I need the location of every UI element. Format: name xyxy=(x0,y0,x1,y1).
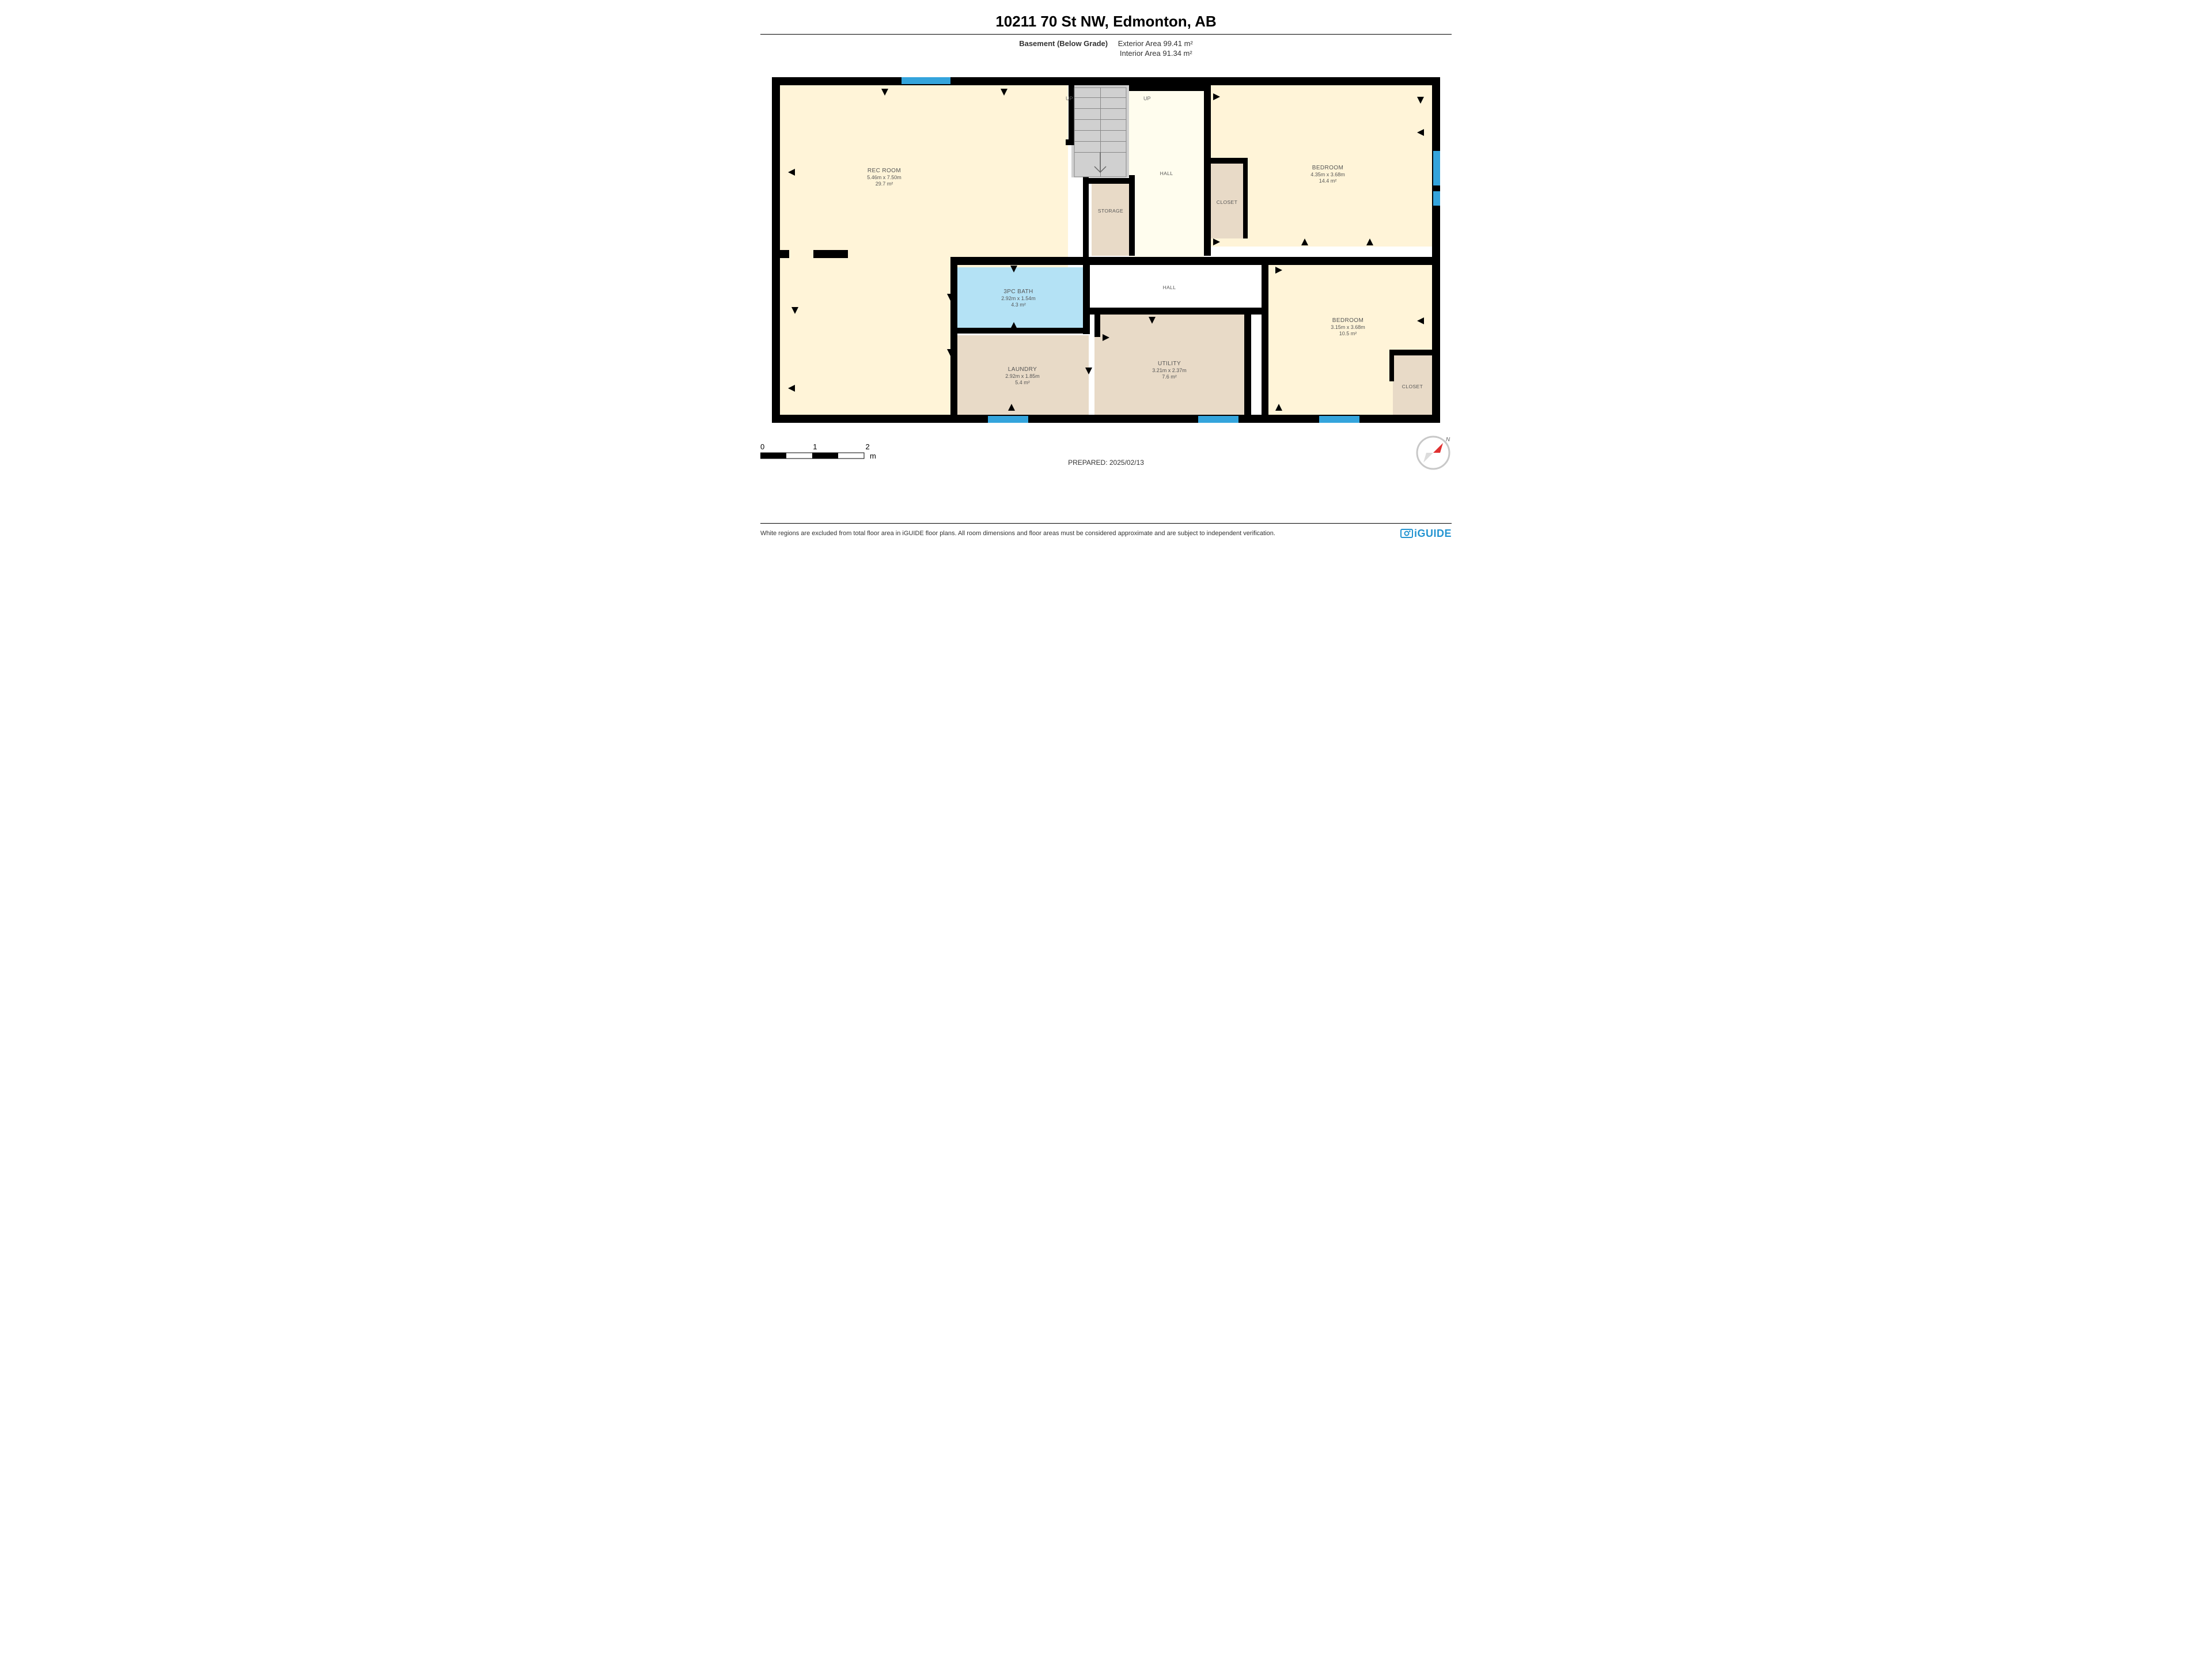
svg-text:HALL: HALL xyxy=(1160,171,1173,176)
svg-text:10.5 m²: 10.5 m² xyxy=(1339,331,1357,336)
plan-svg: UPUPREC ROOM5.46m x 7.50m29.7 m²BEDROOM4… xyxy=(760,66,1452,434)
wall-segment xyxy=(1086,178,1132,184)
wall-segment xyxy=(1083,260,1090,334)
page-title: 10211 70 St NW, Edmonton, AB xyxy=(737,0,1475,31)
disclaimer-row: White regions are excluded from total fl… xyxy=(760,527,1452,540)
svg-text:CLOSET: CLOSET xyxy=(1402,384,1423,389)
wall-segment xyxy=(1129,85,1204,91)
window xyxy=(1198,416,1238,423)
footer-rule xyxy=(760,523,1452,524)
wall-segment xyxy=(1129,175,1135,256)
svg-text:3.21m x 2.37m: 3.21m x 2.37m xyxy=(1152,368,1187,373)
window xyxy=(902,77,950,84)
window xyxy=(1319,416,1359,423)
prepared-label: PREPARED: xyxy=(1068,459,1107,467)
wall-segment xyxy=(1204,85,1211,256)
scale-unit: m xyxy=(870,452,876,460)
wall-segment xyxy=(1089,308,1267,315)
svg-text:3PC BATH: 3PC BATH xyxy=(1003,289,1033,295)
svg-text:7.6 m²: 7.6 m² xyxy=(1162,374,1177,380)
svg-text:29.7 m²: 29.7 m² xyxy=(876,181,893,187)
wall-segment xyxy=(1244,308,1251,415)
room-storage xyxy=(1092,181,1129,256)
floor-plan: UPUPREC ROOM5.46m x 7.50m29.7 m²BEDROOM4… xyxy=(760,66,1452,434)
room-rec-lower xyxy=(780,267,953,415)
svg-text:CLOSET: CLOSET xyxy=(1217,199,1237,205)
scale-svg: m xyxy=(760,451,881,465)
scale-2: 2 xyxy=(865,442,869,451)
svg-text:3.15m x 3.68m: 3.15m x 3.68m xyxy=(1331,324,1365,330)
compass: N xyxy=(1415,434,1452,474)
svg-text:5.46m x 7.50m: 5.46m x 7.50m xyxy=(867,175,902,180)
room-label-hall-upper: HALL xyxy=(1160,171,1173,176)
footer-row: 0 1 2 m PREPARED: 2025/02/13 N xyxy=(760,434,1452,500)
exterior-area-value: 99.41 m² xyxy=(1163,39,1192,48)
area-summary: Basement (Below Grade) Exterior Area 99.… xyxy=(737,35,1475,66)
wall-segment xyxy=(1204,158,1247,164)
svg-text:4.3 m²: 4.3 m² xyxy=(1011,302,1026,308)
iguide-logo: iGUIDE xyxy=(1400,527,1452,540)
svg-text:2.92m x 1.54m: 2.92m x 1.54m xyxy=(1001,296,1036,301)
prepared-value: 2025/02/13 xyxy=(1109,459,1144,467)
scale-1: 1 xyxy=(813,442,817,451)
wall-segment xyxy=(1389,350,1394,381)
window xyxy=(1433,151,1440,185)
svg-text:LAUNDRY: LAUNDRY xyxy=(1008,366,1037,373)
wall-segment xyxy=(1243,158,1248,238)
level-name: Basement (Below Grade) xyxy=(1019,39,1108,48)
stair-up-label: UP xyxy=(1066,96,1073,101)
svg-text:14.4 m²: 14.4 m² xyxy=(1319,178,1337,184)
disclaimer-text: White regions are excluded from total fl… xyxy=(760,530,1400,537)
svg-text:REC ROOM: REC ROOM xyxy=(868,168,901,174)
room-label-closet2: CLOSET xyxy=(1402,384,1423,389)
svg-text:HALL: HALL xyxy=(1163,285,1176,290)
iguide-text: iGUIDE xyxy=(1414,528,1452,540)
scale-bar: 0 1 2 m xyxy=(760,442,881,468)
wall-segment xyxy=(1069,85,1074,143)
svg-text:STORAGE: STORAGE xyxy=(1098,208,1123,214)
interior-area-value: 91.34 m² xyxy=(1162,49,1192,58)
room-label-closet1: CLOSET xyxy=(1217,199,1237,205)
svg-text:BEDROOM: BEDROOM xyxy=(1332,317,1363,324)
room-label-storage: STORAGE xyxy=(1098,208,1123,214)
interior-area-label: Interior Area xyxy=(1120,49,1161,58)
svg-text:5.4 m²: 5.4 m² xyxy=(1015,380,1030,385)
room-label-hall-lower: HALL xyxy=(1163,285,1176,290)
floorplan-page: 10211 70 St NW, Edmonton, AB Basement (B… xyxy=(737,0,1475,540)
exterior-area-label: Exterior Area xyxy=(1118,39,1161,48)
wall-segment xyxy=(950,328,1089,334)
wall-segment xyxy=(772,250,789,258)
svg-text:4.35m x 3.68m: 4.35m x 3.68m xyxy=(1310,172,1345,177)
wall-segment xyxy=(950,260,957,415)
wall-segment xyxy=(1094,311,1100,337)
svg-text:N: N xyxy=(1446,437,1450,443)
window xyxy=(1433,191,1440,206)
svg-text:2.92m x 1.85m: 2.92m x 1.85m xyxy=(1005,373,1040,379)
scale-0: 0 xyxy=(760,442,764,451)
wall-segment xyxy=(1262,260,1268,415)
iguide-icon xyxy=(1400,527,1413,540)
wall-segment xyxy=(1389,350,1432,355)
svg-text:UTILITY: UTILITY xyxy=(1158,361,1181,367)
svg-text:BEDROOM: BEDROOM xyxy=(1312,165,1343,171)
wall-segment xyxy=(813,250,848,258)
window xyxy=(988,416,1028,423)
wall-segment xyxy=(950,257,1440,265)
stair-up-label: UP xyxy=(1143,96,1151,101)
